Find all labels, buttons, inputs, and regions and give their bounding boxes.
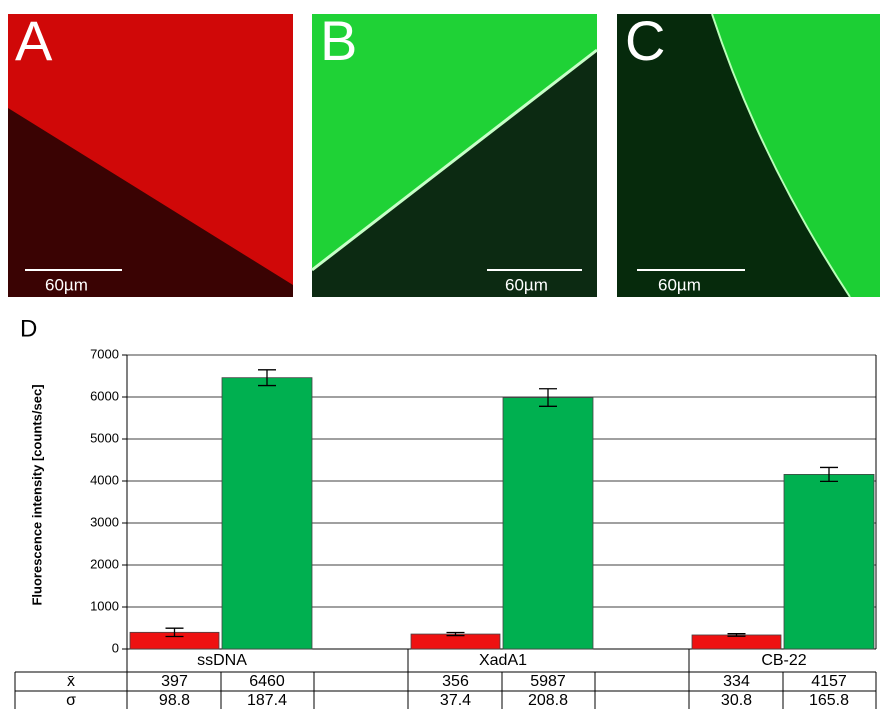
scale-bar-label: 60µm — [658, 275, 701, 294]
x-tick-label: ssDNA — [197, 652, 247, 669]
error-bar — [727, 633, 746, 637]
x-tick-label: XadA1 — [479, 652, 527, 669]
row-label: σ — [66, 692, 76, 709]
table-value: 334 — [723, 673, 750, 690]
y-tick-label: 3000 — [90, 514, 119, 529]
scale-bar-label: 60µm — [45, 275, 88, 294]
y-axis-label: Fluorescence intensity [counts/sec] — [29, 384, 44, 605]
y-tick-label: 4000 — [90, 472, 119, 487]
y-tick-label: 0 — [112, 640, 119, 655]
table-value: 356 — [442, 673, 469, 690]
panel-label: C — [625, 9, 665, 72]
bar — [221, 377, 313, 650]
error-bar — [258, 369, 276, 387]
y-tick-label: 6000 — [90, 388, 119, 403]
scale-bar-label: 60µm — [505, 275, 548, 294]
error-bar — [539, 388, 557, 407]
panel-a: A 60µm — [8, 9, 293, 297]
table-value: 6460 — [249, 673, 285, 690]
chart-label: D — [20, 315, 37, 342]
y-tick-label: 2000 — [90, 556, 119, 571]
bar — [502, 397, 594, 650]
table-value: 397 — [161, 673, 188, 690]
bar — [410, 633, 501, 650]
bar — [783, 474, 875, 650]
table-value: 5987 — [530, 673, 566, 690]
x-tick-label: CB-22 — [761, 652, 806, 669]
panel-c: C 60µm — [617, 9, 880, 298]
y-tick-label: 1000 — [90, 598, 119, 613]
panel-label: A — [15, 9, 53, 72]
error-bar — [820, 466, 838, 483]
row-label: x̄ — [67, 673, 75, 690]
panel-b: B 60µm — [311, 9, 598, 297]
table-error: 208.8 — [528, 692, 568, 709]
panel-label: B — [320, 9, 357, 72]
error-bar — [165, 627, 184, 638]
y-tick-label: 5000 — [90, 430, 119, 445]
bar — [691, 634, 782, 650]
table-error: 98.8 — [159, 692, 190, 709]
table-error: 30.8 — [721, 692, 752, 709]
table-error: 187.4 — [247, 692, 287, 709]
table-value: 4157 — [811, 673, 847, 690]
table-error: 37.4 — [440, 692, 471, 709]
table-error: 165.8 — [809, 692, 849, 709]
error-bar — [446, 631, 465, 637]
y-tick-label: 7000 — [90, 346, 119, 361]
